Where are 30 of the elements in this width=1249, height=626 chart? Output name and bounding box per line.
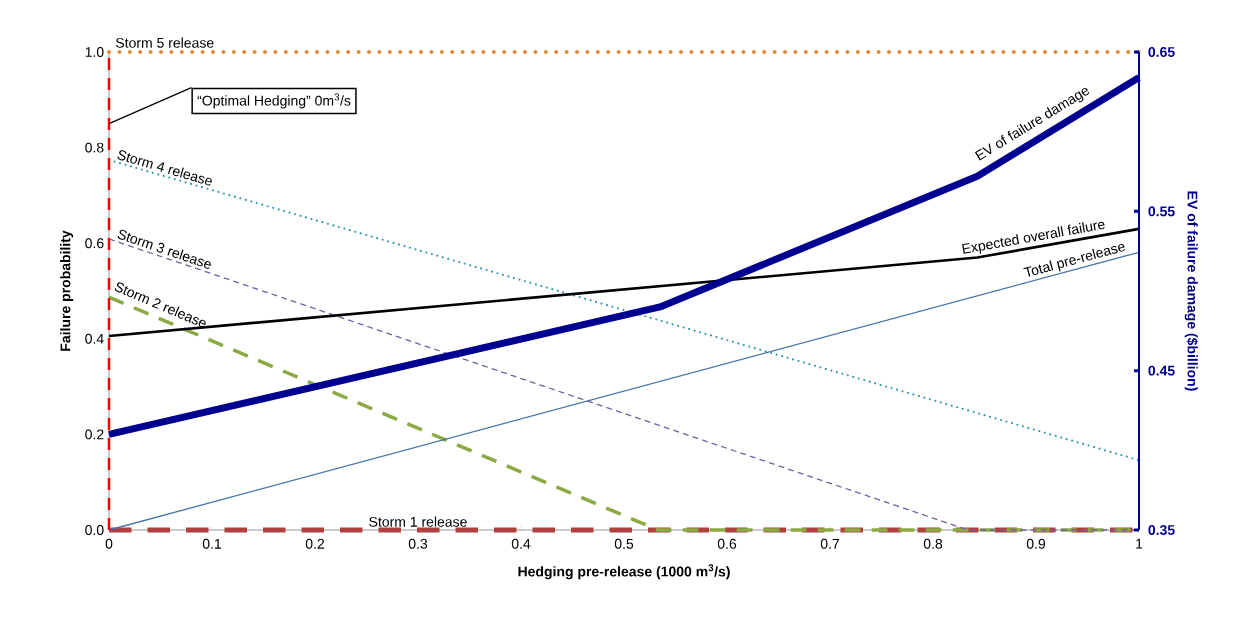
series-label: Storm 5 release (115, 37, 214, 48)
x-tick-label: 0.9 (1026, 538, 1046, 549)
y2-tick-label: 0.35 (1148, 525, 1175, 535)
text: Storm 4 release (117, 150, 212, 186)
x-tick-label: 0.8 (923, 538, 943, 549)
text: Storm 2 release (114, 282, 206, 328)
x-tick-label: 0.1 (202, 538, 222, 549)
y-tick-label: 0.8 (85, 142, 104, 153)
x-tick-label: 0.4 (511, 538, 531, 549)
x-tick-label: 0 (105, 538, 113, 549)
x-tick-label: 0.5 (614, 538, 634, 549)
y2-axis-title: EV of failure damage ($billion) (1184, 191, 1199, 391)
text: Storm 3 release (117, 229, 211, 269)
y-tick-label: 0.2 (85, 429, 104, 440)
ref-line-label: “Optimal Hedging” 0m$^{3}$/s (197, 93, 351, 109)
y2-tick-label: 0.55 (1148, 206, 1175, 217)
x-tick-label: 1 (1136, 538, 1143, 549)
x-tick-label: 0.2 (305, 538, 325, 549)
y2-tick-label: 0.45 (1148, 365, 1175, 376)
x-tick-label: 0.3 (408, 538, 428, 549)
y-tick-label: 1.0 (85, 47, 104, 57)
x-axis-title: Hedging pre-release (1000 m$^{3}$/s) (518, 564, 730, 580)
x-tick-label: 0.7 (820, 538, 840, 549)
y-axis-title: Failure probability (60, 230, 74, 351)
y-tick-label: 0.6 (85, 238, 104, 249)
y2-tick-label: 0.65 (1148, 47, 1175, 57)
x-tick-label: 0.6 (717, 538, 737, 549)
y-tick-label: 0.4 (85, 333, 104, 344)
y-tick-label: 0.0 (85, 525, 104, 535)
series-label: Storm 1 release (369, 516, 467, 527)
